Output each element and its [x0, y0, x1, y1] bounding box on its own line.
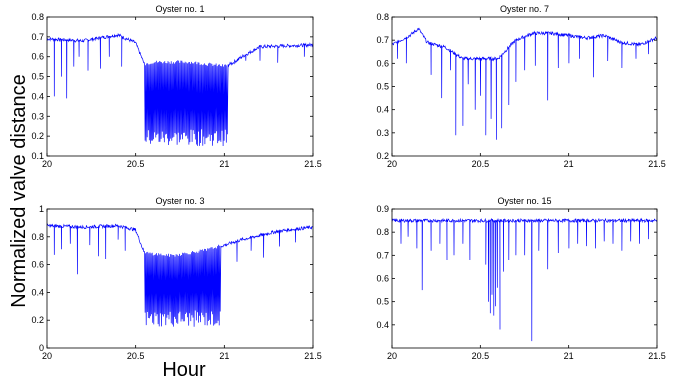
series-line	[392, 217, 657, 342]
x-tick-label: 21	[564, 351, 574, 361]
chart-title: Oyster no. 7	[500, 4, 549, 14]
chart-title: Oyster no. 15	[497, 196, 551, 206]
y-tick-label: 0.3	[376, 128, 389, 138]
x-tick-label: 21.5	[304, 159, 322, 169]
x-tick-label: 21.5	[648, 159, 666, 169]
x-tick-label: 20.5	[127, 159, 145, 169]
y-tick-label: 0.3	[31, 111, 44, 121]
y-tick-label: 0.1	[31, 151, 44, 161]
y-tick-label: 0.2	[31, 315, 44, 325]
chart-panel-1: Oyster no. 1 20 20.5 21 21.5 0.1 0.2 0.3 0.4 0.5 0…	[31, 4, 321, 169]
y-tick-label: 0.2	[31, 131, 44, 141]
y-tick-label: 0	[39, 343, 44, 353]
panels: Oyster no. 1 20 20.5 21 21.5 0.1 0.2 0.3 0.4 0.5 0…	[31, 4, 665, 361]
y-tick-label: 0.2	[376, 151, 389, 161]
y-tick-label: 0.8	[376, 227, 389, 237]
x-tick-label: 20.5	[472, 351, 490, 361]
chart-panel-3: Oyster no. 3 20 20.5 21 21.5 0 0.2 0.4 0.6 0.8 1	[31, 196, 321, 361]
series-line	[47, 32, 313, 147]
y-tick-label: 0.5	[31, 72, 44, 82]
x-tick-label: 20	[387, 351, 397, 361]
y-tick-label: 0.6	[376, 274, 389, 284]
series-line	[392, 27, 657, 140]
figure-ylabel: Normalized valve distance	[8, 74, 30, 307]
y-tick-label: 0.5	[376, 297, 389, 307]
y-tick-label: 0.9	[376, 204, 389, 214]
x-tick-label: 20	[42, 159, 52, 169]
y-tick-label: 0.4	[31, 91, 44, 101]
y-tick-label: 0.7	[376, 250, 389, 260]
y-tick-label: 0.8	[31, 232, 44, 242]
x-tick-label: 21	[219, 351, 229, 361]
x-tick-label: 21	[564, 159, 574, 169]
y-tick-label: 1	[39, 204, 44, 214]
y-tick-label: 0.4	[376, 320, 389, 330]
y-tick-label: 0.7	[376, 35, 389, 45]
x-tick-label: 21.5	[648, 351, 666, 361]
x-tick-label: 20.5	[472, 159, 490, 169]
x-tick-label: 20	[42, 351, 52, 361]
y-tick-label: 0.8	[31, 12, 44, 22]
y-tick-label: 0.6	[31, 52, 44, 62]
chart-panel-2: Oyster no. 7 20 20.5 21 21.5 0.2 0.3 0.4 0.5 0.6 0…	[376, 4, 665, 169]
y-tick-label: 0.6	[376, 58, 389, 68]
figure-xlabel: Hour	[162, 359, 206, 381]
chart-title: Oyster no. 3	[155, 196, 204, 206]
y-tick-label: 0.7	[31, 32, 44, 42]
y-tick-label: 0.5	[376, 82, 389, 92]
y-tick-label: 0.6	[31, 260, 44, 270]
x-tick-label: 20.5	[127, 351, 145, 361]
y-tick-label: 0.8	[376, 12, 389, 22]
chart-title: Oyster no. 1	[155, 4, 204, 14]
series-line	[47, 223, 313, 327]
x-tick-label: 21	[219, 159, 229, 169]
plot-frame	[46, 208, 314, 349]
x-tick-label: 21.5	[304, 351, 322, 361]
x-tick-label: 20	[387, 159, 397, 169]
y-tick-label: 0.4	[31, 287, 44, 297]
chart-panel-4: Oyster no. 15 20 20.5 21 21.5 0.4 0.5 0.6 0.7 0.8…	[376, 196, 665, 361]
plot-frame	[46, 16, 314, 157]
y-tick-label: 0.4	[376, 105, 389, 115]
